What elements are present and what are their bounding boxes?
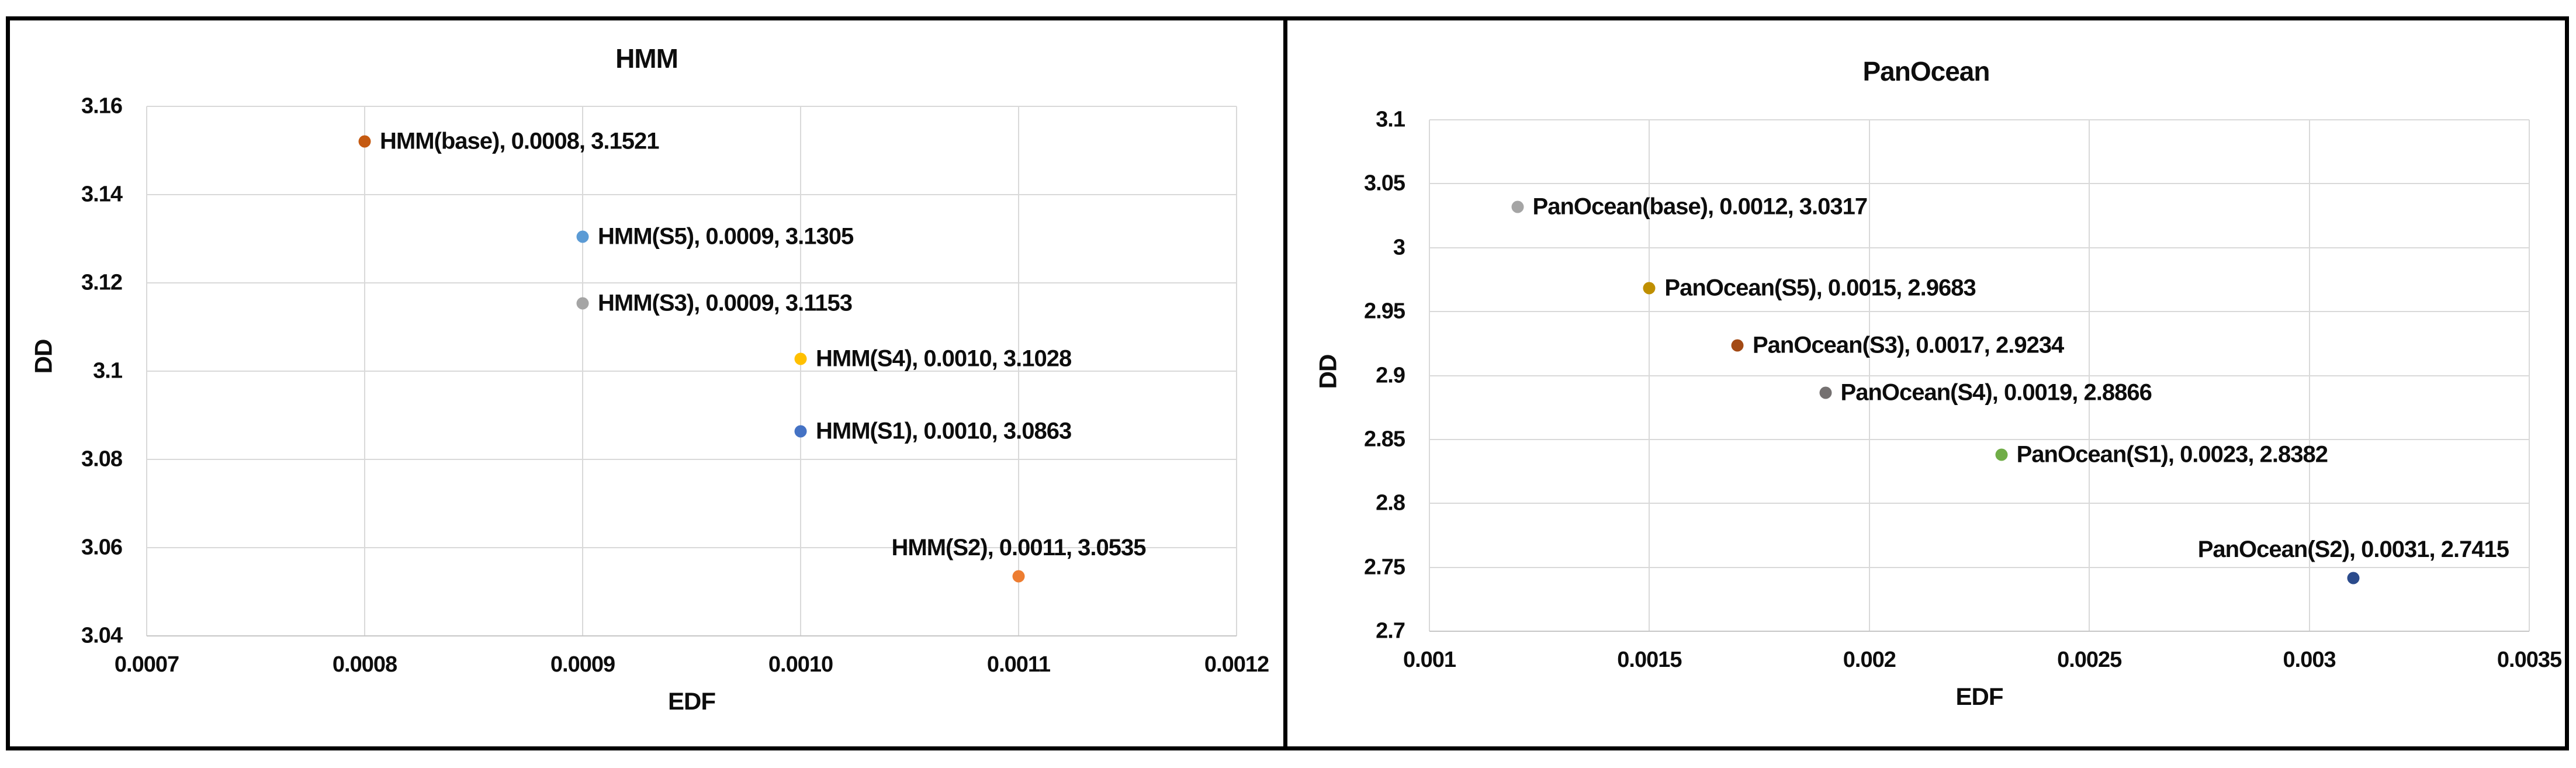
- gridline-horizontal: [1429, 183, 2529, 185]
- gridline-horizontal: [147, 547, 1237, 548]
- x-tick-label: 0.003: [2283, 648, 2336, 672]
- data-point: [1012, 570, 1025, 583]
- data-point: [1995, 448, 2008, 461]
- data-point-label: PanOcean(S2), 0.0031, 2.7415: [2197, 537, 2509, 563]
- plot-area: EDF 0.0007 0.0008 0.0009 0.0010 0.0011 0.0012…: [81, 94, 1269, 715]
- figure-frame: HMM DD EDF 0.0007 0.0008 0.0009 0.0010 0.001…: [6, 16, 2569, 750]
- y-tick-label: 2.75: [1364, 555, 1405, 580]
- data-point-label: HMM(S5), 0.0009, 3.1305: [598, 223, 854, 250]
- gridline-horizontal: [1429, 311, 2529, 313]
- x-tick-label: 0.0008: [332, 652, 397, 677]
- x-tick-label: 0.0015: [1617, 648, 1682, 672]
- gridline-vertical: [1236, 106, 1237, 636]
- x-tick-label: 0.0009: [550, 652, 615, 677]
- hmm-chart-panel: HMM DD EDF 0.0007 0.0008 0.0009 0.0010 0.001…: [10, 20, 1287, 746]
- x-tick-label: 0.0035: [2497, 648, 2562, 672]
- gridline-horizontal: [1429, 438, 2529, 440]
- gridline-horizontal: [1429, 631, 2529, 632]
- y-tick-label: 2.85: [1364, 427, 1405, 452]
- x-tick-label: 0.0012: [1204, 652, 1269, 677]
- y-tick-label: 2.95: [1364, 299, 1405, 324]
- y-tick-label: 3.16: [81, 94, 123, 119]
- data-point: [794, 352, 807, 365]
- y-tick-label: 2.8: [1376, 490, 1405, 516]
- gridline-horizontal: [1429, 247, 2529, 248]
- gridline-horizontal: [147, 282, 1237, 283]
- y-tick-label: 3.12: [81, 270, 123, 295]
- x-tick-label: 0.0011: [986, 652, 1051, 677]
- y-tick-label: 2.9: [1376, 363, 1405, 388]
- gridline-horizontal: [147, 459, 1237, 460]
- data-point-label: HMM(S3), 0.0009, 3.1153: [598, 290, 853, 316]
- data-point-label: PanOcean(S3), 0.0017, 2.9234: [1752, 332, 2064, 358]
- y-tick-label: 2.7: [1376, 618, 1405, 644]
- data-point-label: PanOcean(S5), 0.0015, 2.9683: [1664, 275, 1976, 301]
- data-point-label: HMM(S1), 0.0010, 3.0863: [816, 418, 1072, 444]
- data-point-label: PanOcean(S1), 0.0023, 2.8382: [2016, 441, 2328, 468]
- y-tick-label: 3: [1393, 235, 1405, 260]
- data-point-label: HMM(S4), 0.0010, 3.1028: [816, 345, 1072, 372]
- gridline-horizontal: [1429, 566, 2529, 568]
- data-point-label: PanOcean(S4), 0.0019, 2.8866: [1840, 379, 2152, 406]
- x-tick-label: 0.002: [1843, 648, 1896, 672]
- data-point-label: PanOcean(base), 0.0012, 3.0317: [1532, 193, 1868, 220]
- gridline-vertical: [2529, 120, 2530, 631]
- gridline-horizontal: [147, 106, 1237, 107]
- data-point: [1643, 282, 1656, 295]
- y-axis-title: DD: [29, 339, 57, 374]
- y-axis-title: DD: [1314, 354, 1342, 389]
- data-point: [2347, 572, 2360, 584]
- gridline-horizontal: [1429, 503, 2529, 504]
- gridline-horizontal: [147, 194, 1237, 195]
- data-point: [576, 230, 589, 243]
- data-point: [1731, 339, 1744, 352]
- chart-title: PanOcean: [1862, 56, 1990, 87]
- data-point: [576, 297, 589, 310]
- panocean-chart-panel: PanOcean DD EDF 0.001 0.0015 0.002 0.0025 0.…: [1287, 20, 2565, 746]
- y-tick-label: 3.04: [81, 623, 123, 648]
- gridline-horizontal: [147, 371, 1237, 372]
- data-point: [358, 135, 371, 148]
- data-point: [794, 425, 807, 438]
- data-point-label: HMM(base), 0.0008, 3.1521: [380, 128, 659, 154]
- data-point-label: HMM(S2), 0.0011, 3.0535: [891, 535, 1146, 561]
- gridline-horizontal: [1429, 375, 2529, 376]
- y-tick-label: 3.14: [81, 182, 123, 207]
- plot-area: EDF 0.001 0.0015 0.002 0.0025 0.003 0.0035 3.1…: [1364, 108, 2562, 711]
- chart-title: HMM: [615, 43, 678, 74]
- y-tick-label: 3.1: [1376, 107, 1405, 132]
- x-tick-label: 0.0007: [114, 652, 179, 677]
- x-tick-label: 0.0010: [768, 652, 833, 677]
- x-axis-title: EDF: [1955, 683, 2004, 710]
- data-point: [1511, 200, 1524, 213]
- gridline-horizontal: [147, 635, 1237, 636]
- y-tick-label: 3.08: [81, 447, 123, 472]
- y-tick-label: 3.05: [1364, 171, 1405, 196]
- gridline-horizontal: [1429, 119, 2529, 120]
- x-axis-title: EDF: [668, 687, 716, 715]
- y-tick-label: 3.1: [93, 358, 123, 383]
- x-tick-label: 0.001: [1403, 648, 1456, 672]
- y-tick-label: 3.06: [81, 535, 123, 560]
- x-tick-label: 0.0025: [2057, 648, 2122, 672]
- data-point: [1819, 386, 1832, 399]
